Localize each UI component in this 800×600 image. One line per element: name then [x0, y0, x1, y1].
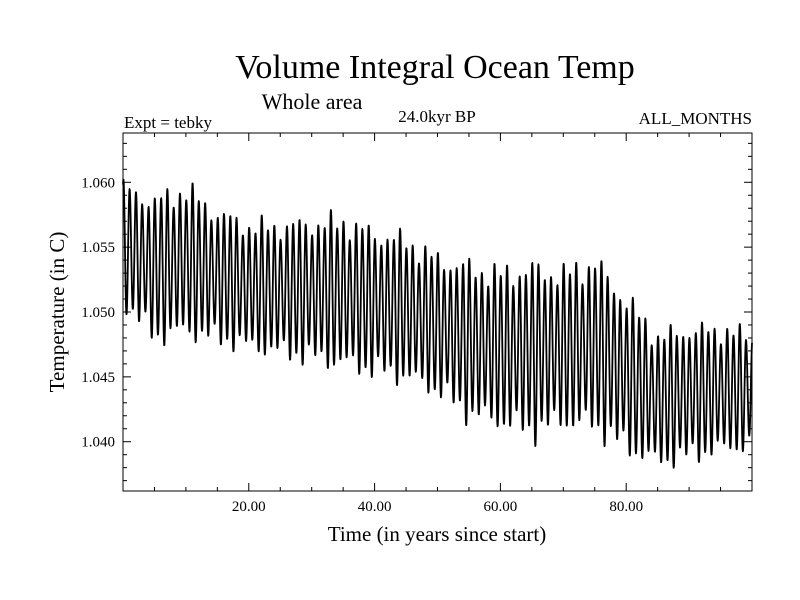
y-tick-label: 1.045 [81, 370, 115, 386]
plot-frame [122, 132, 753, 492]
y-tick-label: 1.050 [81, 305, 115, 321]
chart-subtitle: Whole area [262, 89, 363, 114]
x-tick-label: 20.00 [232, 499, 266, 515]
y-tick-label: 1.060 [81, 175, 115, 191]
y-tick-label: 1.040 [81, 435, 115, 451]
chart-title: Volume Integral Ocean Temp [235, 49, 635, 86]
period-label: 24.0kyr BP [398, 107, 475, 126]
series-line [122, 178, 753, 469]
y-axis-label: Temperature (in C) [45, 232, 69, 393]
months-label: ALL_MONTHS [639, 109, 752, 128]
x-axis-label: Time (in years since start) [328, 522, 547, 546]
experiment-label: Expt = tebky [124, 113, 212, 132]
y-tick-label: 1.055 [81, 240, 115, 256]
x-tick-label: 60.00 [484, 499, 518, 515]
x-tick-label: 80.00 [609, 499, 643, 515]
plot-area: 20.00 40.00 60.00 80.00 1.040 1.045 1.050 1.055… [81, 132, 753, 515]
x-tick-label: 40.00 [358, 499, 392, 515]
